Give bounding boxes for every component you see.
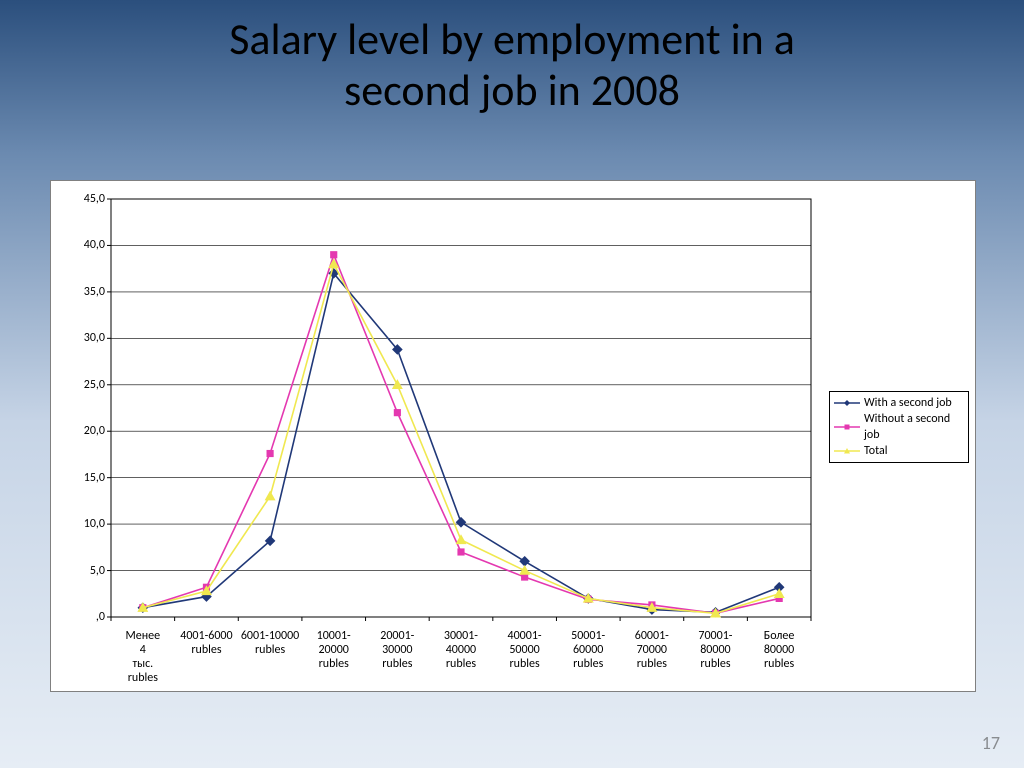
y-tick-label: 20,0 (75, 424, 105, 438)
title-line-2: second job in 2008 (344, 63, 680, 117)
legend-marker (834, 421, 860, 433)
x-tick-label: 50001-60000rubles (556, 629, 620, 685)
legend-label: Without a second job (864, 411, 964, 443)
x-tick-label: 30001-40000rubles (429, 629, 493, 685)
legend-label: Total (864, 443, 887, 459)
legend-label: With a second job (864, 395, 952, 411)
y-tick-label: ,0 (75, 610, 105, 624)
chart-legend: With a second jobWithout a second jobTot… (829, 391, 969, 463)
y-tick-label: 35,0 (75, 285, 105, 299)
y-tick-label: 10,0 (75, 517, 105, 531)
x-tick-label: 6001-10000rubles (238, 629, 302, 685)
y-axis-labels: ,0 5,0 10,0 15,0 20,0 25,0 30,0 35,0 40,0 45,0 (51, 181, 105, 691)
x-tick-label: 70001-80000rubles (684, 629, 748, 685)
y-tick-label: 25,0 (75, 378, 105, 392)
y-tick-label: 30,0 (75, 331, 105, 345)
x-tick-label: 10001-20000rubles (302, 629, 366, 685)
x-tick-label: Более80000rubles (747, 629, 811, 685)
page-number: 17 (982, 732, 1000, 754)
legend-item: Without a second job (834, 411, 964, 443)
slide: Salary level by employment in a second j… (0, 0, 1024, 768)
chart-container: ,0 5,0 10,0 15,0 20,0 25,0 30,0 35,0 40,0 45,0 Ме… (50, 180, 976, 692)
x-tick-label: 4001-6000rubles (175, 629, 239, 685)
title-line-1: Salary level by employment in a (229, 12, 795, 66)
legend-item: With a second job (834, 395, 964, 411)
legend-marker (834, 445, 860, 457)
legend-item: Total (834, 443, 964, 459)
slide-title: Salary level by employment in a second j… (0, 14, 1024, 115)
legend-marker (834, 397, 860, 409)
y-tick-label: 40,0 (75, 238, 105, 252)
x-tick-label: 20001-30000rubles (366, 629, 430, 685)
y-tick-label: 15,0 (75, 471, 105, 485)
x-tick-label: Менее4тыс.rubles (111, 629, 175, 685)
x-tick-label: 60001-70000rubles (620, 629, 684, 685)
x-axis-labels: Менее4тыс.rubles4001-6000rubles6001-1000… (111, 629, 811, 685)
y-tick-label: 45,0 (75, 192, 105, 206)
x-tick-label: 40001-50000rubles (493, 629, 557, 685)
y-tick-label: 5,0 (75, 564, 105, 578)
